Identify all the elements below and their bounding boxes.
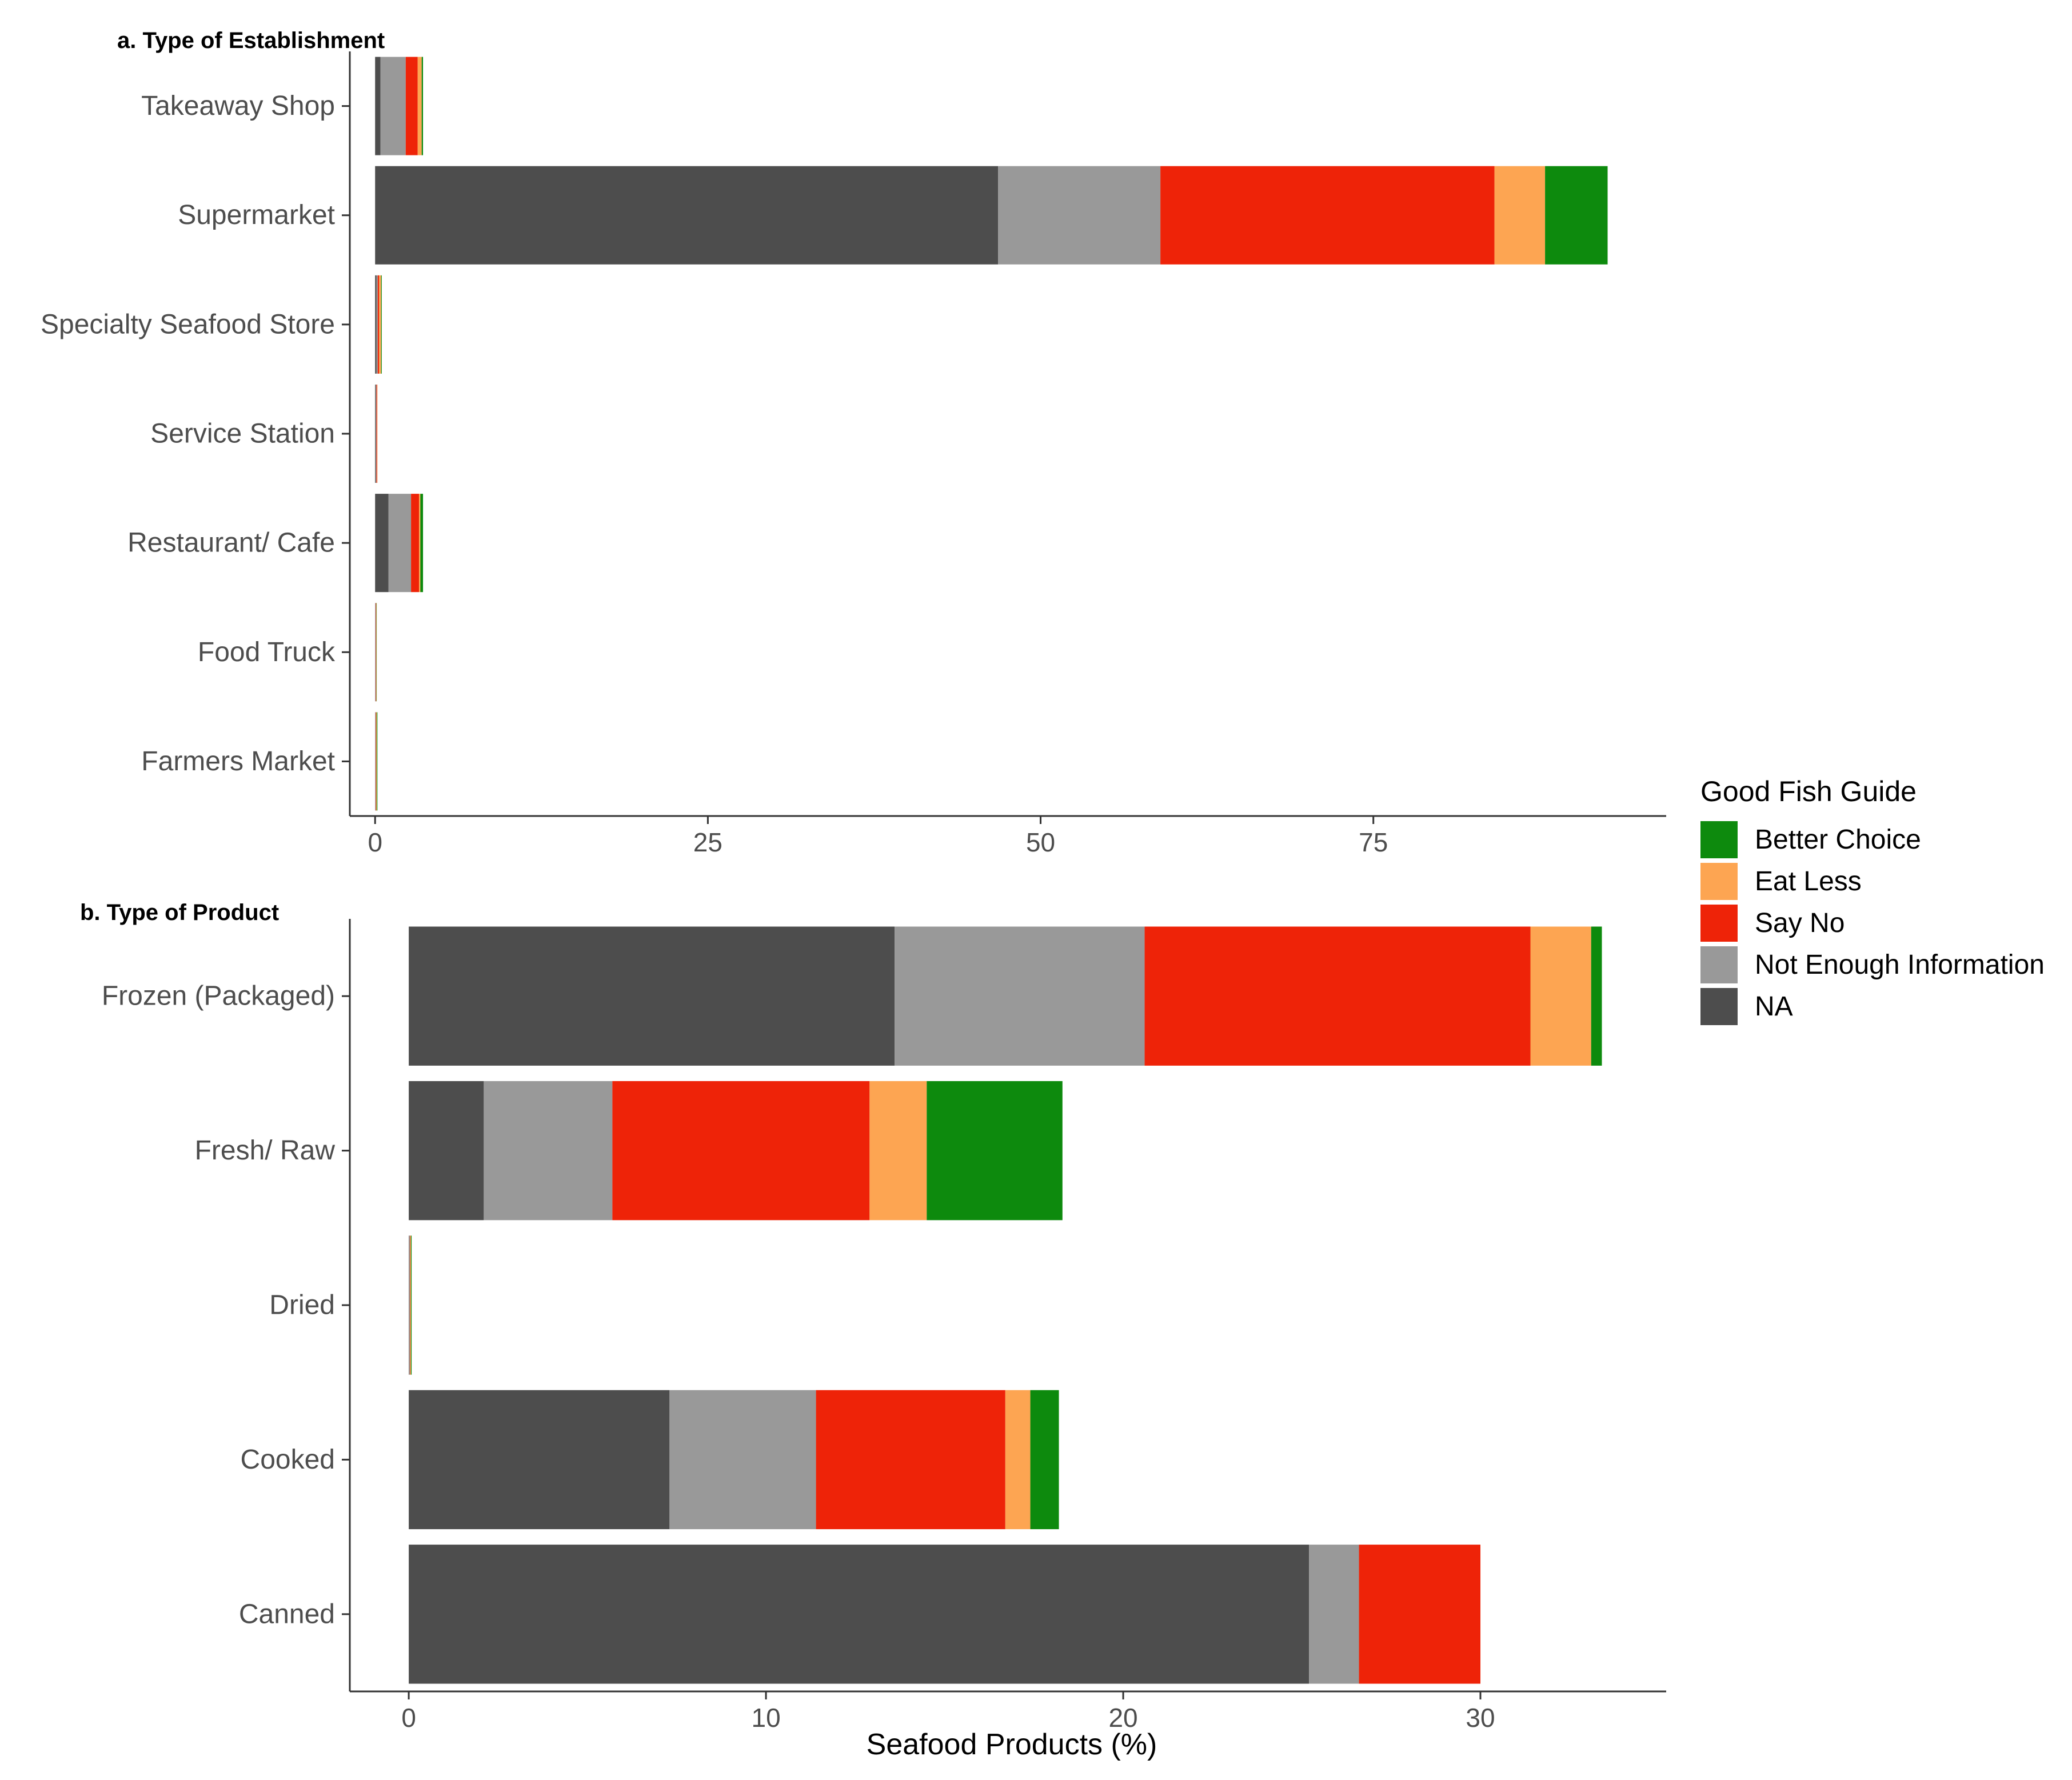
x-axis-title: Seafood Products (%) (867, 1728, 1157, 1761)
bar-a-takeaway-shop-better-choice (421, 57, 424, 155)
bar-a-food-truck-eat-less (376, 603, 377, 702)
y-tick-label-a-takeaway-shop: Takeaway Shop (141, 91, 335, 121)
bar-b-canned-na (409, 1545, 1310, 1684)
y-tick-label-a-specialty-seafood-store: Specialty Seafood Store (41, 309, 335, 339)
legend-swatch-better-choice (1700, 821, 1738, 858)
bar-b-fresh-raw-eat-less (869, 1081, 927, 1221)
x-tick-label-a-50: 50 (1026, 827, 1055, 857)
panel-a-axes: Takeaway Shop Supermarket Specialty Seafoo… (41, 51, 1666, 857)
bar-b-fresh-raw-na (409, 1081, 484, 1221)
bar-b-cooked-better-choice (1030, 1390, 1059, 1530)
bar-b-frozen-packaged-na (409, 926, 895, 1066)
bar-a-restaurant-cafe-say-no (411, 494, 420, 593)
y-tick-label-a-restaurant-cafe: Restaurant/ Cafe (127, 528, 335, 558)
x-tick-label-b-10: 10 (751, 1703, 780, 1733)
bar-a-supermarket-eat-less (1494, 166, 1546, 265)
x-tick-label-a-0: 0 (368, 827, 382, 857)
panel-b-bars (409, 926, 1602, 1684)
bar-a-restaurant-cafe-not-enough-information (388, 494, 412, 593)
bar-a-supermarket-not-enough-information (998, 166, 1161, 265)
bar-a-service-station-eat-less (377, 384, 378, 483)
bar-a-takeaway-shop-say-no (405, 57, 418, 155)
bar-a-specialty-seafood-store-say-no (377, 275, 380, 374)
bar-b-canned-say-no (1359, 1545, 1481, 1684)
legend-label-better-choice: Better Choice (1755, 825, 1921, 855)
bar-b-fresh-raw-say-no (612, 1081, 870, 1221)
y-tick-label-a-supermarket: Supermarket (178, 200, 335, 230)
bar-b-dried-eat-less (410, 1235, 411, 1375)
x-tick-label-b-20: 20 (1108, 1703, 1137, 1733)
legend-swatch-say-no (1700, 905, 1738, 942)
legend-label-eat-less: Eat Less (1755, 866, 1862, 897)
y-tick-label-b-fresh-raw: Fresh/ Raw (195, 1135, 336, 1166)
bar-b-dried-not-enough-information (409, 1235, 410, 1375)
bar-a-restaurant-cafe-eat-less (419, 494, 421, 593)
bar-b-frozen-packaged-say-no (1144, 926, 1531, 1066)
bar-a-farmers-market-eat-less (376, 712, 377, 811)
bar-b-canned-not-enough-information (1309, 1545, 1359, 1684)
bar-b-frozen-packaged-eat-less (1530, 926, 1591, 1066)
bar-a-food-truck-not-enough-information (375, 603, 376, 702)
bar-a-specialty-seafood-store-better-choice (381, 275, 382, 374)
bar-a-takeaway-shop-not-enough-information (380, 57, 406, 155)
x-tick-label-b-30: 30 (1466, 1703, 1495, 1733)
panel-a-bars (375, 57, 1608, 811)
bar-b-cooked-na (409, 1390, 670, 1530)
bar-b-cooked-not-enough-information (669, 1390, 816, 1530)
bar-b-frozen-packaged-not-enough-information (895, 926, 1145, 1066)
bar-b-cooked-eat-less (1005, 1390, 1031, 1530)
legend-swatch-eat-less (1700, 863, 1738, 900)
legend-label-say-no: Say No (1755, 908, 1845, 938)
panel-product: b. Type of Product Frozen (Packaged) Fres… (80, 900, 1666, 1761)
bar-a-restaurant-cafe-better-choice (420, 494, 424, 593)
legend-title: Good Fish Guide (1700, 775, 1917, 807)
panel-b-axes: Frozen (Packaged) Fresh/ Raw Dried Cooked Ca… (102, 919, 1666, 1733)
bar-a-service-station-na (375, 384, 376, 483)
bar-b-fresh-raw-not-enough-information (484, 1081, 613, 1221)
y-tick-label-b-canned: Canned (239, 1599, 335, 1629)
bar-a-farmers-market-not-enough-information (375, 712, 376, 811)
legend-swatch-not-enough-information (1700, 946, 1738, 983)
legend: Good Fish Guide Better Choice Eat Less Say… (1700, 775, 2045, 1025)
legend-label-na: NA (1755, 991, 1793, 1022)
legend-label-not-enough-information: Not Enough Information (1755, 950, 2045, 980)
bar-a-specialty-seafood-store-not-enough-information (376, 275, 378, 374)
y-tick-label-a-farmers-market: Farmers Market (141, 746, 335, 777)
panel-b-title: b. Type of Product (80, 900, 279, 925)
bar-a-supermarket-better-choice (1545, 166, 1608, 265)
y-tick-label-a-food-truck: Food Truck (198, 637, 336, 667)
y-tick-label-b-cooked: Cooked (241, 1445, 335, 1475)
bar-a-supermarket-na (375, 166, 999, 265)
bar-a-restaurant-cafe-na (375, 494, 389, 593)
bar-b-fresh-raw-better-choice (927, 1081, 1063, 1221)
panel-establishment: a. Type of Establishment Takeaway Shop Su… (41, 28, 1666, 857)
bar-b-dried-better-choice (410, 1235, 412, 1375)
y-tick-label-a-service-station: Service Station (150, 419, 335, 449)
bar-b-cooked-say-no (816, 1390, 1005, 1530)
legend-swatch-na (1700, 988, 1738, 1025)
bar-b-frozen-packaged-better-choice (1591, 926, 1602, 1066)
x-tick-label-a-75: 75 (1359, 827, 1388, 857)
legend-items: Better Choice Eat Less Say No Not Enough In… (1700, 821, 2045, 1025)
y-tick-label-b-frozen-packaged: Frozen (Packaged) (102, 981, 335, 1011)
bar-a-takeaway-shop-eat-less (417, 57, 422, 155)
x-tick-label-a-25: 25 (693, 827, 722, 857)
bar-a-supermarket-say-no (1160, 166, 1495, 265)
bar-a-specialty-seafood-store-na (375, 275, 377, 374)
panel-a-title: a. Type of Establishment (117, 28, 385, 53)
bar-a-specialty-seafood-store-eat-less (379, 275, 381, 374)
x-tick-label-b-0: 0 (401, 1703, 416, 1733)
bar-a-takeaway-shop-na (375, 57, 381, 155)
y-tick-label-b-dried: Dried (269, 1290, 335, 1321)
